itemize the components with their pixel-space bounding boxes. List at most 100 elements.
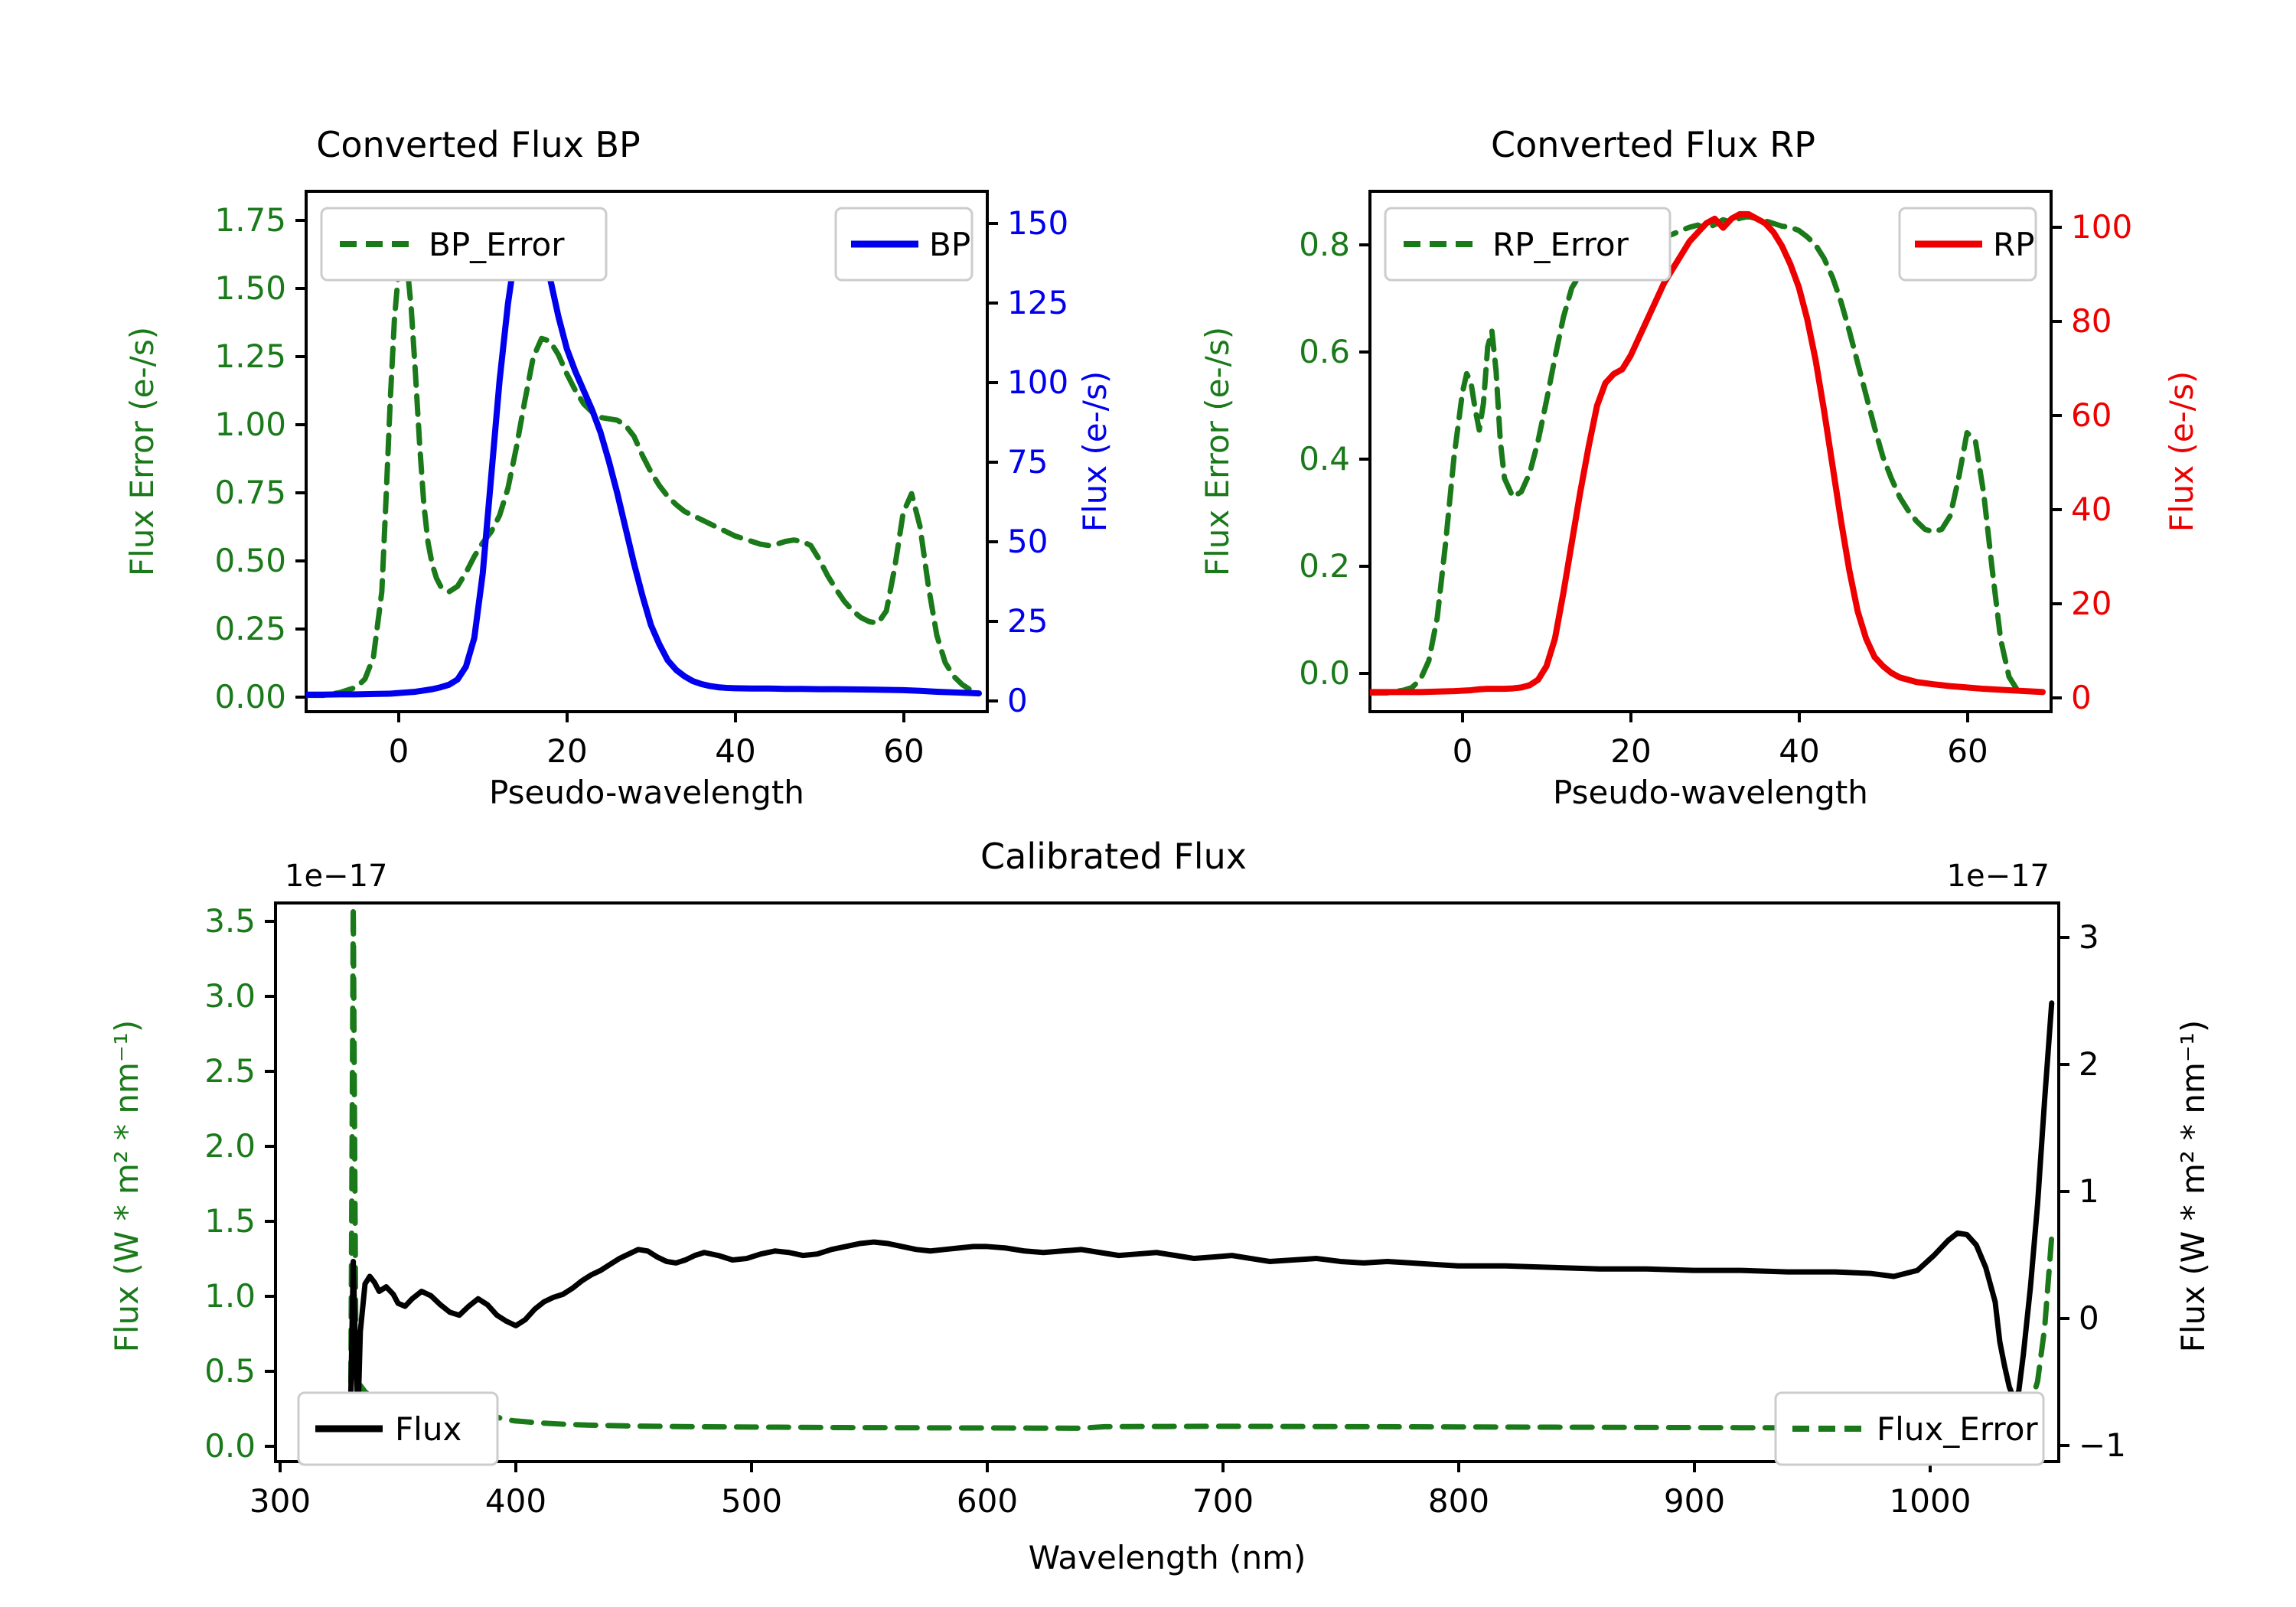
rp-axes-frame: [1368, 190, 2053, 713]
series-flux-error-line: [347, 904, 2055, 1431]
calibrated-x-axis-label: Wavelength (nm): [1029, 1539, 1306, 1576]
rp-legend-error[interactable]: RP_Error: [1384, 207, 1671, 282]
svg-text:1.75: 1.75: [214, 201, 286, 239]
bp-left-ytick: 0.25: [214, 610, 306, 647]
calibrated-left-axis-label: Flux (W * m² * nm⁻¹): [108, 1020, 145, 1353]
rp-right-ytick: 60: [2051, 396, 2112, 434]
svg-text:0.2: 0.2: [1299, 547, 1350, 585]
calibrated-xtick: 300: [249, 1462, 311, 1520]
calibrated-right-ytick: −1: [2059, 1426, 2126, 1464]
rp-left-axis-label: Flux Error (e-/s): [1199, 327, 1236, 576]
calibrated-xtick: 400: [485, 1462, 546, 1520]
svg-text:100: 100: [2071, 208, 2132, 246]
rp-panel-title: Converted Flux RP: [1491, 124, 1815, 165]
calibrated-xtick: 1000: [1890, 1462, 1971, 1520]
svg-text:0.4: 0.4: [1299, 440, 1350, 478]
bp-right-ytick: 50: [987, 523, 1048, 560]
svg-text:0.6: 0.6: [1299, 333, 1350, 370]
calibrated-error-legend-label: Flux_Error: [1877, 1410, 2038, 1448]
bp-xtick: 20: [546, 712, 588, 770]
calibrated-right-offset-label: 1e−17: [1947, 859, 2050, 894]
series-rp-flux-line: [1370, 210, 2047, 696]
bp-data-layer: [306, 210, 983, 699]
series-flux-line: [347, 1000, 2055, 1420]
svg-text:0: 0: [1453, 732, 1473, 770]
svg-text:20: 20: [546, 732, 587, 770]
calibrated-xaxis: 300 400 500 600 700 800 900 1000 Wavelen…: [249, 1462, 1971, 1576]
svg-text:20: 20: [1610, 732, 1651, 770]
svg-text:20: 20: [2071, 585, 2112, 622]
rp-xtick: 20: [1610, 712, 1652, 770]
rp-xtick: 40: [1779, 712, 1820, 770]
series-rp-error-line: [1370, 214, 2020, 696]
bp-legend-flux[interactable]: BP: [834, 207, 974, 282]
calibrated-flux-legend-label: Flux: [395, 1410, 461, 1448]
calibrated-left-ytick: 0.0: [204, 1427, 276, 1465]
calibrated-legend-flux[interactable]: Flux: [297, 1391, 499, 1466]
svg-text:0.5: 0.5: [204, 1352, 256, 1390]
bp-left-yaxis: 1.75 1.50 1.25 1.00 0.75 0.50 0.25 0.00 …: [123, 201, 306, 715]
svg-text:3.0: 3.0: [204, 977, 256, 1015]
svg-text:2: 2: [2079, 1045, 2099, 1083]
svg-text:0.25: 0.25: [214, 610, 286, 647]
bp-xtick: 60: [883, 712, 925, 770]
svg-text:0: 0: [389, 732, 409, 770]
svg-text:500: 500: [721, 1482, 782, 1520]
rp-legend-flux[interactable]: RP: [1898, 207, 2037, 282]
bp-right-axis-label: Flux (e-/s): [1076, 371, 1114, 532]
calibrated-xtick: 800: [1428, 1462, 1489, 1520]
svg-text:0.00: 0.00: [214, 678, 286, 715]
rp-right-ytick: 100: [2051, 208, 2132, 246]
svg-text:1.50: 1.50: [214, 269, 286, 307]
rp-x-axis-label: Pseudo-wavelength: [1553, 774, 1868, 811]
rp-right-yaxis: 100 80 60 40 20 0 Flux (e-/s): [2051, 208, 2200, 716]
bp-left-ytick: 1.50: [214, 269, 306, 307]
bp-right-yaxis: 150 125 100 75 50 25 0 Flux (e-/s): [987, 204, 1114, 719]
svg-text:1: 1: [2079, 1172, 2099, 1210]
svg-text:0.0: 0.0: [204, 1427, 256, 1465]
rp-xaxis: 0 20 40 60 Pseudo-wavelength: [1453, 712, 1988, 811]
svg-text:−1: −1: [2079, 1426, 2126, 1464]
svg-text:900: 900: [1664, 1482, 1725, 1520]
series-bp-flux-line: [306, 210, 983, 698]
svg-text:125: 125: [1007, 284, 1068, 321]
rp-flux-legend-label: RP: [1993, 226, 2035, 263]
calibrated-left-offset-label: 1e−17: [285, 859, 387, 894]
calibrated-axes-frame: [274, 901, 2060, 1463]
svg-text:0.50: 0.50: [214, 542, 286, 579]
calibrated-xtick: 600: [957, 1462, 1018, 1520]
bp-panel-title: Converted Flux BP: [316, 124, 641, 165]
calibrated-left-ytick: 1.5: [204, 1202, 276, 1240]
rp-xtick: 0: [1453, 712, 1473, 770]
bp-left-ytick: 0.50: [214, 542, 306, 579]
svg-text:25: 25: [1007, 602, 1048, 640]
calibrated-left-ytick: 2.5: [204, 1052, 276, 1090]
svg-text:3.5: 3.5: [204, 902, 256, 940]
svg-text:2.0: 2.0: [204, 1127, 256, 1165]
rp-right-ytick: 40: [2051, 491, 2112, 528]
svg-text:150: 150: [1007, 204, 1068, 242]
svg-text:1.0: 1.0: [204, 1277, 256, 1315]
bp-legend-error[interactable]: BP_Error: [320, 207, 608, 282]
bp-flux-legend-label: BP: [929, 226, 970, 263]
bp-error-legend-label: BP_Error: [429, 226, 565, 263]
svg-text:0: 0: [2079, 1299, 2099, 1337]
calibrated-panel-title: Calibrated Flux: [980, 836, 1247, 877]
bp-plot-svg: Converted Flux BP 1.75 1.50 1.25 1.00 0.…: [123, 124, 1114, 811]
svg-text:0.8: 0.8: [1299, 226, 1350, 263]
bp-xtick: 40: [715, 712, 756, 770]
svg-text:80: 80: [2071, 302, 2112, 340]
svg-text:40: 40: [1779, 732, 1819, 770]
calibrated-legend-error[interactable]: Flux_Error: [1774, 1391, 2045, 1466]
bp-xaxis: 0 20 40 60 Pseudo-wavelength: [389, 712, 925, 811]
svg-text:100: 100: [1007, 363, 1068, 401]
calibrated-right-ytick: 0: [2059, 1299, 2099, 1337]
calibrated-data-layer: [347, 904, 2055, 1431]
svg-text:700: 700: [1192, 1482, 1254, 1520]
rp-error-legend-label: RP_Error: [1492, 226, 1629, 263]
svg-text:0.75: 0.75: [214, 474, 286, 511]
calibrated-right-ytick: 1: [2059, 1172, 2099, 1210]
calibrated-left-ytick: 3.5: [204, 902, 276, 940]
svg-text:0: 0: [2071, 679, 2092, 716]
svg-text:300: 300: [249, 1482, 311, 1520]
